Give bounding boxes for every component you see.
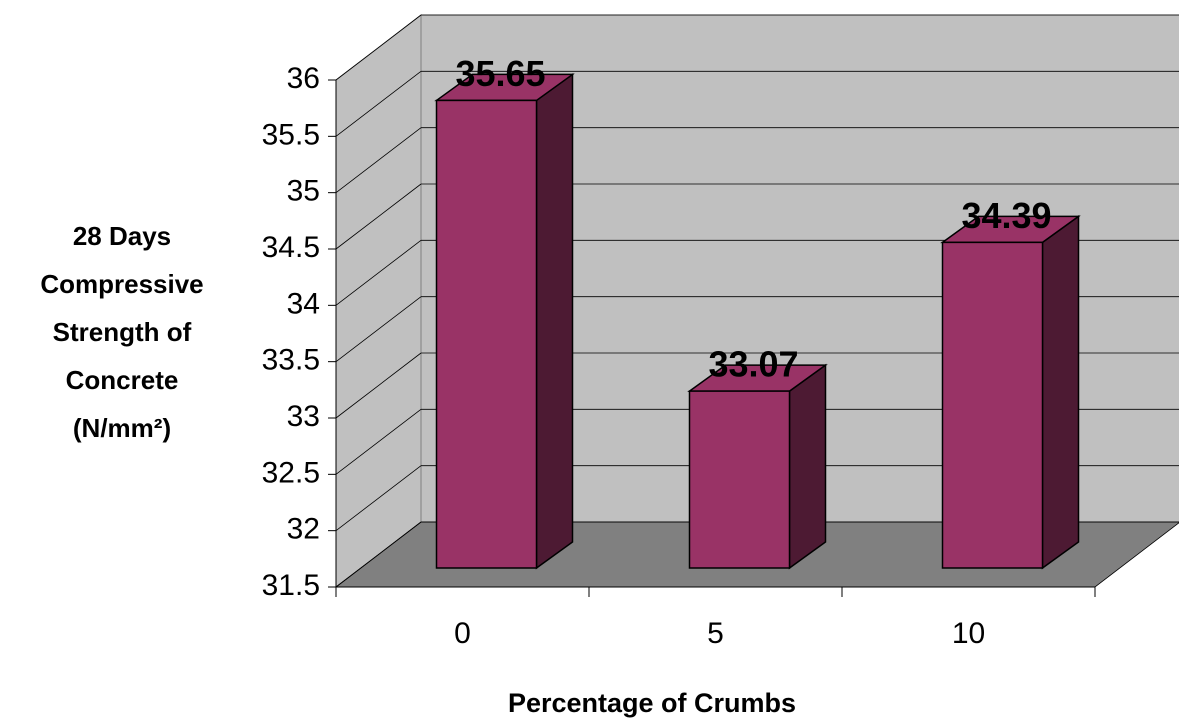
y-tick-label: 32 — [287, 513, 320, 546]
y-tick-label: 36 — [287, 62, 320, 95]
grid-line — [335, 409, 422, 475]
bar-side — [1041, 214, 1080, 570]
y-tick-label: 35 — [287, 175, 320, 208]
side-wall — [335, 13, 422, 589]
y-axis-title: 28 Days — [73, 221, 171, 251]
y-axis-title: Compressive — [40, 269, 203, 299]
bar — [688, 390, 791, 569]
x-tick-label: 0 — [454, 617, 471, 650]
x-tick-label: 10 — [952, 617, 985, 650]
bar-side — [788, 363, 827, 570]
value-label: 35.65 — [455, 53, 545, 94]
y-axis-title: Concrete — [66, 365, 179, 395]
x-axis-title: Percentage of Crumbs — [508, 688, 796, 718]
grid-line — [335, 240, 422, 306]
y-tick-label: 31.5 — [262, 569, 320, 602]
y-axis-title: (N/mm²) — [73, 413, 171, 443]
grid-line — [335, 14, 422, 81]
y-tick-label: 33.5 — [262, 344, 320, 377]
grid-line — [335, 296, 422, 362]
y-tick-label: 35.5 — [262, 118, 320, 151]
grid-line — [335, 465, 422, 531]
bar-side — [535, 72, 574, 570]
value-label: 34.39 — [961, 195, 1051, 236]
grid-line — [335, 127, 422, 193]
y-axis-title: Strength of — [53, 317, 192, 347]
y-tick-label: 33 — [287, 400, 320, 433]
y-tick-label: 34.5 — [262, 231, 320, 264]
value-label: 33.07 — [708, 344, 798, 385]
x-tick-label: 5 — [707, 617, 724, 650]
bar — [435, 99, 538, 569]
grid-line — [335, 71, 422, 137]
y-tick-label: 32.5 — [262, 456, 320, 489]
grid-line — [335, 352, 422, 419]
grid-line — [335, 183, 422, 250]
bar — [941, 241, 1044, 569]
grid-line — [335, 521, 422, 588]
y-tick-label: 34 — [287, 287, 320, 320]
